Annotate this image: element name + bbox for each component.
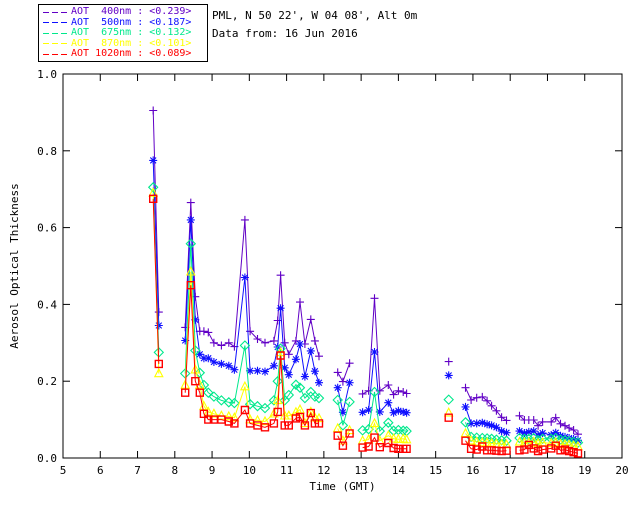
legend-entry-label: AOT 1020nm : <0.089> [71, 48, 192, 59]
x-tick-label: 12 [317, 464, 330, 477]
legend-entry-label: AOT 500nm : <0.187> [71, 16, 192, 28]
legend-entry-1020nm: AOT 1020nm : <0.089> [43, 49, 203, 59]
dashed-line-icon [43, 11, 67, 13]
dashed-line-icon [43, 53, 67, 55]
legend-box: AOT 400nm : <0.239> AOT 500nm : <0.187> … [38, 4, 208, 62]
x-tick-label: 14 [392, 464, 406, 477]
series-line [152, 192, 579, 447]
x-tick-label: 18 [541, 464, 554, 477]
x-axis-title: Time (GMT) [309, 480, 375, 493]
legend-entry-label: AOT 870nm : <0.101> [71, 37, 192, 49]
y-tick-label: 0.0 [37, 452, 57, 465]
dashed-line-icon [43, 22, 67, 23]
y-tick-label: 0.4 [37, 298, 57, 311]
x-tick-label: 9 [209, 464, 216, 477]
legend-entry-label: AOT 675nm : <0.132> [71, 27, 192, 38]
x-tick-label: 6 [97, 464, 104, 477]
x-tick-label: 20 [615, 464, 628, 477]
x-tick-label: 17 [504, 464, 517, 477]
series-line [152, 187, 579, 444]
y-tick-label: 0.8 [37, 145, 57, 158]
series-aot-400nm [149, 106, 582, 439]
x-tick-label: 19 [578, 464, 591, 477]
legend-entry-400nm: AOT 400nm : <0.239> [43, 7, 203, 17]
series-line [152, 110, 579, 435]
data-date-text: Data from: 16 Jun 2016 [212, 27, 358, 40]
plot-header: PML, N 50 22', W 04 08', Alt 0m Data fro… [212, 7, 417, 43]
x-tick-label: 8 [171, 464, 178, 477]
y-tick-label: 0.2 [37, 375, 57, 388]
axis-labels: 5 6 7 8 9 10 11 12 13 14 15 16 17 18 19 20 0.0 0.2 0.4 0.6 0… [8, 68, 629, 493]
legend-entry-870nm: AOT 870nm : <0.101> [43, 37, 203, 49]
legend-entry-675nm: AOT 675nm : <0.132> [43, 28, 203, 38]
legend-entry-label: AOT 400nm : <0.239> [71, 6, 192, 17]
x-tick-label: 7 [134, 464, 141, 477]
series-markers [149, 194, 583, 458]
x-tick-label: 5 [60, 464, 67, 477]
series-aot-1020nm [149, 194, 583, 458]
dashed-line-icon [43, 32, 67, 34]
x-tick-label: 16 [466, 464, 479, 477]
legend-entry-500nm: AOT 500nm : <0.187> [43, 16, 203, 28]
y-tick-label: 0.6 [37, 222, 57, 235]
series-line [152, 198, 579, 454]
dashed-line-icon [43, 43, 67, 44]
x-tick-label: 10 [243, 464, 256, 477]
station-location-text: PML, N 50 22', W 04 08', Alt 0m [212, 9, 418, 22]
x-tick-label: 11 [280, 464, 293, 477]
y-tick-label: 1.0 [37, 68, 57, 81]
x-tick-label: 15 [429, 464, 442, 477]
series-markers [149, 106, 582, 439]
y-axis-title: Aerosol Optical Thickness [8, 183, 21, 349]
axes [62, 73, 623, 459]
x-tick-label: 13 [355, 464, 368, 477]
